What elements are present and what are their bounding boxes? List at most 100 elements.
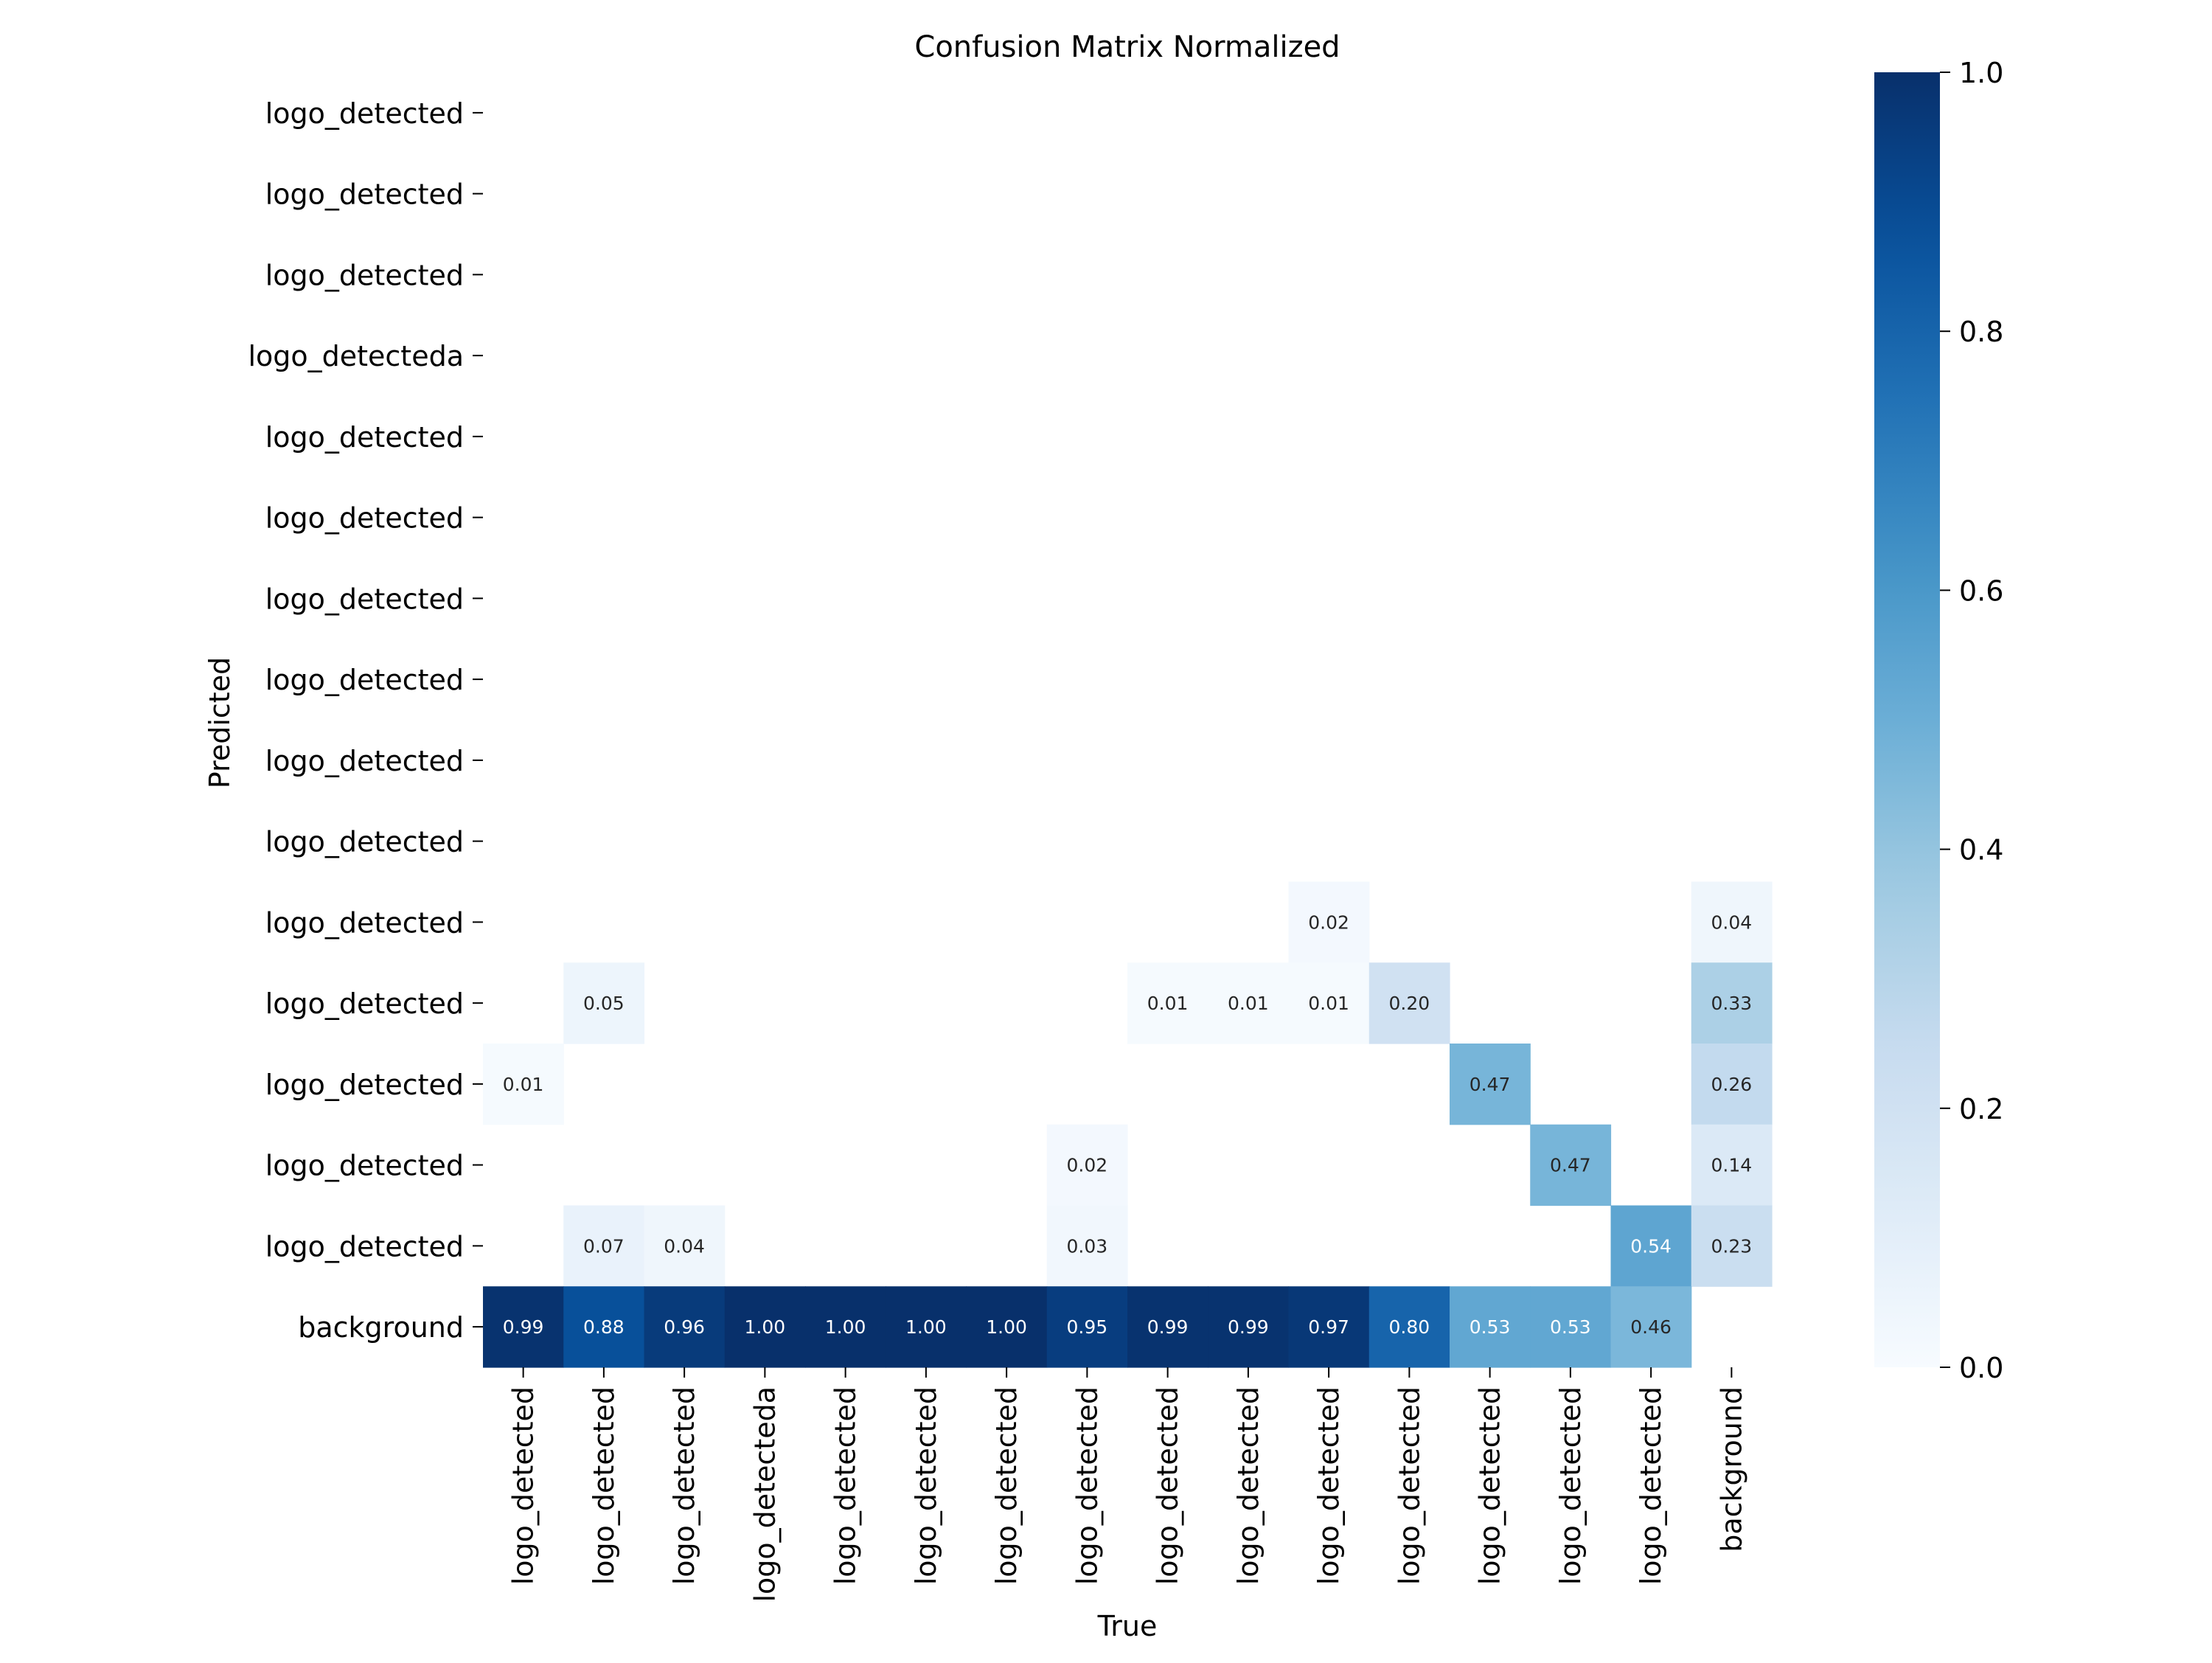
y-tick-label: background: [298, 1311, 464, 1344]
cell-value-label: 0.97: [1308, 1316, 1349, 1338]
y-tick-label: logo_detected: [265, 987, 464, 1020]
cell-value-label: 0.01: [1147, 993, 1189, 1014]
cell-value-label: 0.01: [503, 1074, 544, 1095]
cell-value-label: 0.53: [1550, 1316, 1591, 1338]
colorbar-tick-label: 0.8: [1959, 316, 2003, 348]
y-tick-label: logo_detected: [265, 664, 464, 696]
cell-value-label: 0.23: [1711, 1235, 1753, 1257]
cell-value-label: 0.80: [1389, 1316, 1430, 1338]
x-tick-label: logo_detected: [1232, 1386, 1265, 1585]
heatmap-cell: [724, 1286, 806, 1368]
x-tick-label: logo_detected: [990, 1386, 1023, 1585]
y-tick-label: logo_detected: [265, 502, 464, 535]
cell-value-label: 1.00: [745, 1316, 786, 1338]
y-tick-label: logo_detected: [265, 1069, 464, 1101]
heatmap-cell: [1208, 962, 1290, 1044]
heatmap-cell: [1691, 1044, 1773, 1125]
heatmap-cell: [1208, 1286, 1290, 1368]
y-axis-label: Predicted: [204, 657, 236, 788]
x-tick-label: logo_detected: [1635, 1386, 1667, 1585]
y-tick-label: logo_detected: [265, 826, 464, 858]
cell-value-label: 0.96: [664, 1316, 705, 1338]
heatmap-cell: [1450, 1044, 1531, 1125]
cell-value-label: 0.04: [1711, 912, 1753, 933]
colorbar-tick-label: 0.6: [1959, 574, 2003, 607]
x-tick-label: background: [1715, 1386, 1747, 1552]
x-tick-label: logo_detected: [910, 1386, 942, 1585]
y-tick-label: logo_detected: [265, 1230, 464, 1263]
cell-value-label: 0.01: [1308, 993, 1349, 1014]
heatmap-cell-labels: 0.02 0.04 0.05 0.01 0.01 0.01 0.20 0.33 0.01 0.47…: [503, 912, 1752, 1338]
heatmap-cell: [1610, 1286, 1692, 1368]
cell-value-label: 0.99: [503, 1316, 544, 1338]
cell-value-label: 0.99: [1228, 1316, 1269, 1338]
heatmap-cell: [1450, 1286, 1531, 1368]
y-tick-label: logo_detected: [265, 583, 464, 615]
y-tick-label: logo_detected: [265, 178, 464, 211]
cell-value-label: 0.20: [1389, 993, 1430, 1014]
x-tick-label: logo_detected: [1152, 1386, 1184, 1585]
colorbar-gradient: [1874, 72, 1940, 1367]
cell-value-label: 0.02: [1308, 912, 1349, 933]
cell-value-label: 0.95: [1067, 1316, 1108, 1338]
cell-value-label: 0.07: [583, 1235, 625, 1257]
chart-title: Confusion Matrix Normalized: [914, 30, 1340, 64]
heatmap-cell: [563, 1286, 645, 1368]
cell-value-label: 0.03: [1067, 1235, 1108, 1257]
cell-value-label: 0.53: [1470, 1316, 1511, 1338]
cell-value-label: 0.54: [1630, 1235, 1672, 1257]
heatmap-cell: [966, 1286, 1048, 1368]
cell-value-label: 0.88: [583, 1316, 625, 1338]
cell-value-label: 0.99: [1147, 1316, 1189, 1338]
cell-value-label: 0.04: [664, 1235, 705, 1257]
colorbar-tick-label: 1.0: [1959, 57, 2003, 89]
x-tick-label: logo_detected: [1071, 1386, 1103, 1585]
heatmap-cell: [1530, 1286, 1612, 1368]
y-tick-label: logo_detecteda: [248, 340, 464, 372]
heatmap-cell: [1288, 1286, 1370, 1368]
x-tick-label: logo_detected: [1474, 1386, 1506, 1585]
cell-value-label: 0.26: [1711, 1074, 1753, 1095]
heatmap-cell: [1127, 1286, 1208, 1368]
x-axis-ticks: logo_detected logo_detected logo_detected l…: [507, 1367, 1747, 1603]
heatmap-cell: [1288, 881, 1370, 963]
x-tick-label: logo_detected: [668, 1386, 700, 1585]
y-tick-label: logo_detected: [265, 421, 464, 454]
cell-value-label: 1.00: [905, 1316, 947, 1338]
heatmap-cell: [1691, 962, 1773, 1044]
heatmap-cell: [1127, 962, 1208, 1044]
heatmap-cell: [805, 1286, 886, 1368]
y-axis-ticks: logo_detectedlogo_detectedlogo_detectedl…: [248, 97, 483, 1344]
cell-value-label: 0.47: [1470, 1074, 1511, 1095]
heatmap-cell: [1046, 1205, 1128, 1287]
heatmap-cell: [1610, 1205, 1692, 1287]
x-tick-label: logo_detected: [830, 1386, 862, 1585]
colorbar-tick-label: 0.0: [1959, 1352, 2003, 1384]
heatmap-cell: [1046, 1286, 1128, 1368]
heatmap-cell: [563, 962, 645, 1044]
cell-value-label: 1.00: [986, 1316, 1027, 1338]
heatmap-cell: [886, 1286, 967, 1368]
x-tick-label: logo_detected: [1312, 1386, 1345, 1585]
heatmap-cell: [1691, 1124, 1773, 1207]
heatmap-cell: [1288, 962, 1370, 1044]
heatmap-cell: [1691, 1205, 1773, 1287]
heatmap-cell: [644, 1286, 726, 1368]
y-tick-label: logo_detected: [265, 97, 464, 130]
y-tick-label: logo_detected: [265, 1150, 464, 1182]
cell-value-label: 1.00: [825, 1316, 866, 1338]
heatmap-cell: [1046, 1124, 1128, 1207]
heatmap-cell: [1368, 962, 1450, 1044]
x-tick-label: logo_detected: [1554, 1386, 1587, 1585]
cell-value-label: 0.46: [1630, 1316, 1672, 1338]
cell-value-label: 0.47: [1550, 1155, 1591, 1176]
x-tick-label: logo_detected: [1393, 1386, 1425, 1585]
y-tick-label: logo_detected: [265, 906, 464, 939]
heatmap-cell: [483, 1286, 564, 1368]
colorbar-tick-label: 0.4: [1959, 834, 2003, 867]
y-tick-label: logo_detected: [265, 745, 464, 777]
y-tick-label: logo_detected: [265, 259, 464, 291]
heatmap-cell: [1368, 1286, 1450, 1368]
